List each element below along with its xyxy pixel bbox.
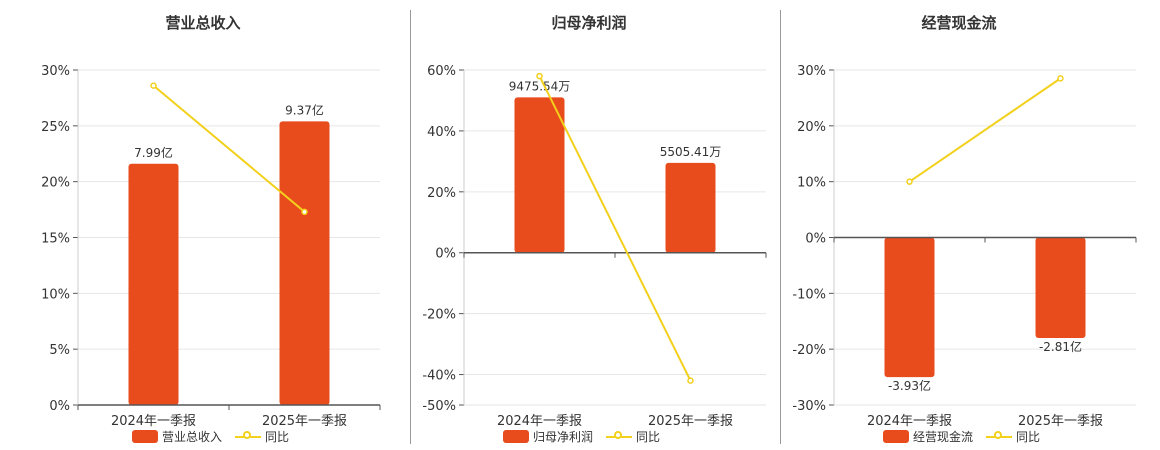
y-tick-label: 5% [49, 343, 70, 358]
legend-item-bar[interactable]: 归母净利润 [503, 427, 593, 445]
legend-bar-label: 归母净利润 [533, 429, 594, 444]
data-label: -2.81亿 [1039, 339, 1082, 354]
chart-legend: 营业总收入 同比 [10, 427, 396, 445]
data-label: 7.99亿 [134, 145, 173, 160]
legend-line-label: 同比 [265, 429, 290, 444]
legend-item-line[interactable]: 同比 [606, 427, 660, 445]
y-tick-label: 30% [41, 64, 70, 79]
legend-bar-swatch [132, 429, 158, 443]
data-label: 9475.54万 [509, 79, 571, 93]
chart-svg-cash-flow: -30% -20% -10% 0% 10% 20% 30% -3.93亿 -2.81亿 2024年… [792, 64, 1137, 429]
bar [514, 97, 565, 253]
y-tick-label: -30% [792, 399, 826, 414]
x-tick-label: 2025年一季报 [1018, 414, 1103, 429]
bar [279, 121, 330, 405]
data-label: 5505.41万 [660, 145, 722, 159]
x-tick-label: 2024年一季报 [867, 414, 952, 429]
chart-svg-revenue: 0% 5% 10% 15% 20% 25% 30% 7.99亿 9.37亿 2024年一季报 202… [41, 64, 381, 429]
yoy-point [301, 208, 308, 216]
data-label: 9.37亿 [285, 102, 324, 117]
bar [128, 163, 179, 405]
legend-line-label: 同比 [636, 429, 661, 444]
y-tick-label: 25% [41, 120, 70, 135]
y-tick-label: 20% [797, 120, 826, 135]
panel-divider [410, 10, 411, 444]
y-tick-label: -20% [792, 343, 826, 358]
y-tick-label: 40% [427, 125, 456, 140]
chart-title: 营业总收入 [165, 14, 241, 32]
yoy-point [1057, 75, 1064, 82]
y-tick-label: 15% [41, 232, 70, 247]
bar [1035, 237, 1086, 338]
chart-panel-revenue: 营业总收入 0% 5% 10% 15% 20% 25% 30% 7.99亿 9.37亿 2024年… [10, 0, 396, 450]
chart-legend: 经营现金流 同比 [766, 427, 1152, 445]
y-tick-label: 60% [427, 64, 456, 79]
chart-legend: 归母净利润 同比 [396, 427, 782, 445]
chart-panel-cash-flow: 经营现金流 -30% -20% -10% 0% 10% 20% 30% -3.93亿 -2.81… [766, 0, 1152, 450]
legend-line-swatch [235, 430, 261, 443]
yoy-point [536, 72, 543, 80]
bar [884, 237, 935, 378]
y-tick-label: 30% [797, 64, 826, 79]
legend-line-label: 同比 [1016, 429, 1041, 444]
y-tick-label: -40% [422, 369, 456, 384]
data-label: -3.93亿 [888, 378, 931, 393]
yoy-point [906, 178, 913, 185]
chart-panel-net-profit: 归母净利润 -50% -40% -20% 0% 20% 40% 60% 9475.54万 550… [396, 0, 782, 450]
legend-item-bar[interactable]: 经营现金流 [883, 427, 973, 445]
y-tick-label: 0% [49, 399, 70, 414]
y-tick-label: 10% [797, 176, 826, 191]
y-tick-label: -20% [422, 308, 456, 323]
x-tick-label: 2024年一季报 [111, 414, 196, 429]
chart-title: 经营现金流 [921, 14, 997, 32]
y-tick-label: 0% [805, 232, 826, 247]
chart-svg-net-profit: -50% -40% -20% 0% 20% 40% 60% 9475.54万 5505.41万 2… [422, 64, 767, 429]
yoy-point [687, 377, 694, 384]
legend-line-swatch [606, 430, 632, 443]
legend-item-line[interactable]: 同比 [235, 427, 289, 445]
yoy-line [908, 77, 1062, 183]
y-tick-label: 20% [427, 186, 456, 201]
x-tick-label: 2024年一季报 [497, 414, 582, 429]
y-tick-label: 0% [435, 247, 456, 262]
yoy-point [150, 82, 157, 89]
legend-bar-label: 经营现金流 [913, 429, 974, 444]
legend-line-swatch [986, 430, 1012, 443]
y-tick-label: -50% [422, 399, 456, 414]
legend-bar-swatch [883, 429, 909, 443]
x-tick-label: 2025年一季报 [262, 414, 347, 429]
panel-divider [780, 10, 781, 444]
y-tick-label: -10% [792, 287, 826, 302]
legend-bar-swatch [503, 429, 529, 443]
y-tick-label: 20% [41, 176, 70, 191]
chart-title: 归母净利润 [551, 14, 627, 32]
legend-bar-label: 营业总收入 [162, 429, 223, 444]
yoy-line [538, 75, 692, 382]
bar [665, 162, 716, 253]
yoy-line [152, 84, 306, 213]
x-tick-label: 2025年一季报 [648, 414, 733, 429]
legend-item-bar[interactable]: 营业总收入 [132, 427, 222, 445]
y-tick-label: 10% [41, 287, 70, 302]
legend-item-line[interactable]: 同比 [986, 427, 1040, 445]
